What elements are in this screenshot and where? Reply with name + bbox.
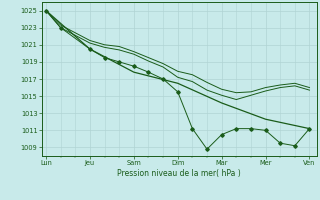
X-axis label: Pression niveau de la mer( hPa ): Pression niveau de la mer( hPa )	[117, 169, 241, 178]
